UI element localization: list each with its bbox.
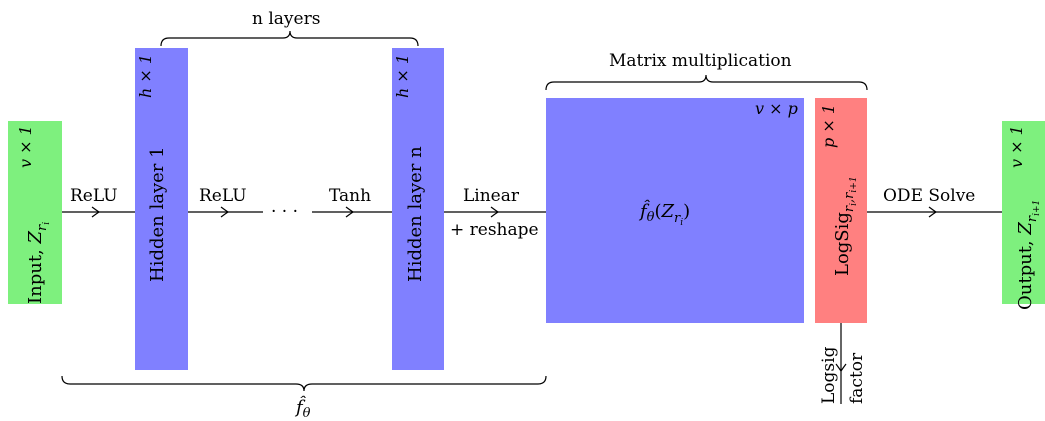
brace-matrix-multiplication [545, 74, 868, 91]
output-block [1002, 121, 1045, 304]
hidden-layer-1-block [135, 48, 188, 370]
arrow-head-tanh [345, 206, 355, 218]
edge-label-dots: · · · [271, 202, 298, 222]
edge-label-factor: factor [847, 352, 867, 404]
hidden-layer-n-label: Hidden layer n [405, 146, 426, 282]
input-dim: v × 1 [16, 125, 35, 168]
arrow-head-linear [490, 206, 500, 218]
input-label: Input, Zri [25, 222, 52, 304]
edge-label-logsig: Logsig [819, 346, 839, 404]
logsig-dim: p × 1 [819, 104, 838, 148]
brace-label-n-layers: n layers [252, 9, 320, 29]
logsig-label: LogSigri,ri+1 [832, 176, 859, 276]
matrix-dim: v × p [755, 99, 798, 118]
hidden-layer-1-dim: h × 1 [136, 54, 155, 98]
brace-label-f-theta: f̂θ [294, 395, 311, 421]
edge-label-relu2: ReLU [199, 186, 247, 206]
brace-f-theta [61, 375, 547, 392]
hidden-layer-1-label: Hidden layer 1 [147, 146, 168, 282]
brace-n-layers [160, 30, 419, 47]
matrix-block [546, 98, 804, 323]
edge-label-linear: Linear [463, 186, 520, 206]
logsig-block [815, 98, 867, 323]
input-block [8, 121, 62, 304]
arrow-head-ode [928, 206, 938, 218]
edge-label-reshape: + reshape [450, 220, 539, 240]
hidden-layer-n-block [392, 48, 444, 370]
hidden-layer-n-dim: h × 1 [393, 54, 412, 98]
edge-label-ode-solve: ODE Solve [883, 186, 975, 206]
arrow-head-relu1 [91, 206, 101, 218]
arrow-head-relu2 [220, 206, 230, 218]
arrow-head-logsig-factor [835, 363, 847, 373]
edge-label-relu1: ReLU [70, 186, 118, 206]
edge-label-tanh: Tanh [329, 186, 371, 206]
output-dim: v × 1 [1007, 125, 1026, 168]
brace-label-matrix-multiplication: Matrix multiplication [609, 51, 792, 71]
output-label: Output, Zri+1 [1015, 200, 1042, 310]
